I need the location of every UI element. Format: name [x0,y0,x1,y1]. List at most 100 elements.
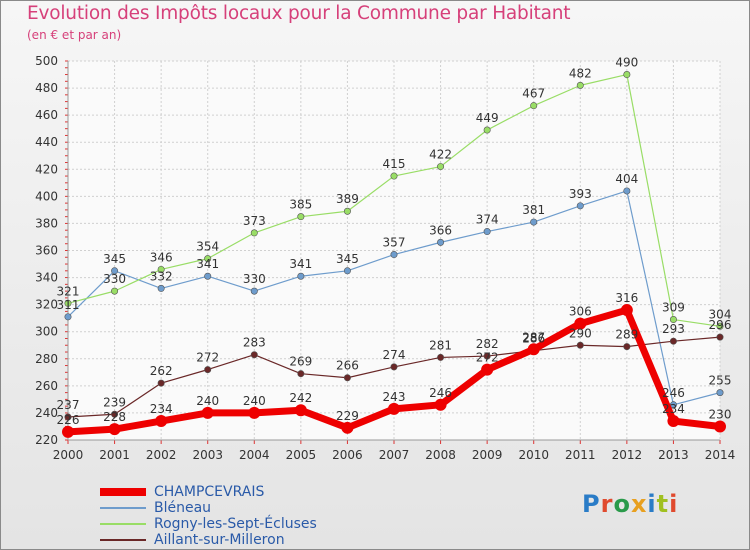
data-label: 272 [476,351,499,365]
y-tick-label: 320 [35,298,58,312]
data-label: 373 [243,214,266,228]
data-point [620,304,633,317]
data-label: 346 [150,250,173,264]
data-label: 289 [615,328,638,342]
data-point [716,389,724,397]
data-label: 240 [243,394,266,408]
chart-title: Evolution des Impôts locaux pour la Comm… [27,3,571,24]
data-label: 304 [709,307,732,321]
data-label: 449 [476,111,499,125]
data-label: 321 [57,284,80,298]
data-label: 393 [569,187,592,201]
data-label: 345 [336,252,359,266]
data-point [341,421,354,434]
data-point [667,415,680,428]
y-tick-label: 400 [35,189,58,203]
data-label: 345 [103,252,126,266]
x-tick-label: 2014 [705,448,736,462]
data-label: 229 [336,409,359,423]
y-tick-label: 440 [35,135,58,149]
data-point [437,353,445,361]
data-label: 243 [383,390,406,404]
data-label: 234 [662,402,685,416]
data-point [108,423,121,436]
data-label: 366 [429,223,452,237]
y-tick-label: 420 [35,162,58,176]
data-label: 341 [289,257,312,271]
data-point [669,337,677,345]
x-tick-label: 2001 [99,448,130,462]
data-label: 272 [196,351,219,365]
data-point [437,238,445,246]
data-point [576,81,584,89]
data-label: 283 [243,336,266,350]
data-point [250,287,258,295]
legend-label: CHAMPCEVRAIS [154,484,265,500]
data-point [576,341,584,349]
data-point [623,71,631,79]
data-label: 296 [709,318,732,332]
data-label: 316 [615,291,638,305]
data-label: 385 [289,198,312,212]
data-point [388,402,400,415]
data-point [530,218,538,226]
data-point [527,343,540,356]
y-tick-label: 360 [35,244,58,258]
data-point [716,333,724,341]
legend-label: Aillant-sur-Milleron [154,532,285,548]
data-point [204,366,212,374]
data-point [481,363,494,376]
y-tick-label: 220 [35,433,58,447]
data-label: 281 [429,338,452,352]
data-point [343,207,351,215]
data-point [669,316,677,324]
data-point [64,413,72,421]
data-label: 255 [709,374,732,388]
x-tick-label: 2004 [239,448,270,462]
data-label: 330 [243,272,266,286]
data-label: 240 [196,394,219,408]
logo-letter: P [582,490,601,518]
logo-letter: i [647,490,657,518]
data-point [576,202,584,210]
x-tick-label: 2005 [286,448,317,462]
data-point [297,370,305,378]
data-label: 266 [336,359,359,373]
y-tick-label: 380 [35,216,58,230]
data-point [204,255,212,263]
data-label: 242 [289,391,312,405]
legend-label: Rogny-les-Sept-Écluses [154,516,317,532]
data-point [204,272,212,280]
data-label: 234 [150,402,173,416]
data-label: 246 [429,386,452,400]
data-point [111,267,119,275]
logo-letter: o [613,490,631,518]
data-point [248,406,261,419]
data-label: 389 [336,192,359,206]
y-tick-label: 460 [35,108,58,122]
data-point [64,313,72,321]
data-label: 282 [476,337,499,351]
data-point [111,287,119,295]
data-point [623,343,631,351]
data-label: 467 [522,87,545,101]
y-tick-label: 300 [35,325,58,339]
data-point [155,415,168,428]
data-label: 306 [569,305,592,319]
logo-letter: t [656,490,670,518]
logo-letter: i [669,490,679,518]
x-tick-label: 2006 [332,448,363,462]
data-point [294,404,307,417]
x-tick-label: 2011 [565,448,596,462]
x-tick-label: 2003 [192,448,223,462]
data-label: 490 [615,56,638,70]
data-label: 415 [383,157,406,171]
legend-swatch [100,507,146,509]
x-tick-label: 2009 [472,448,503,462]
data-point [111,410,119,418]
data-label: 246 [662,386,685,400]
x-tick-label: 2008 [425,448,456,462]
y-tick-label: 480 [35,81,58,95]
data-label: 354 [196,240,219,254]
